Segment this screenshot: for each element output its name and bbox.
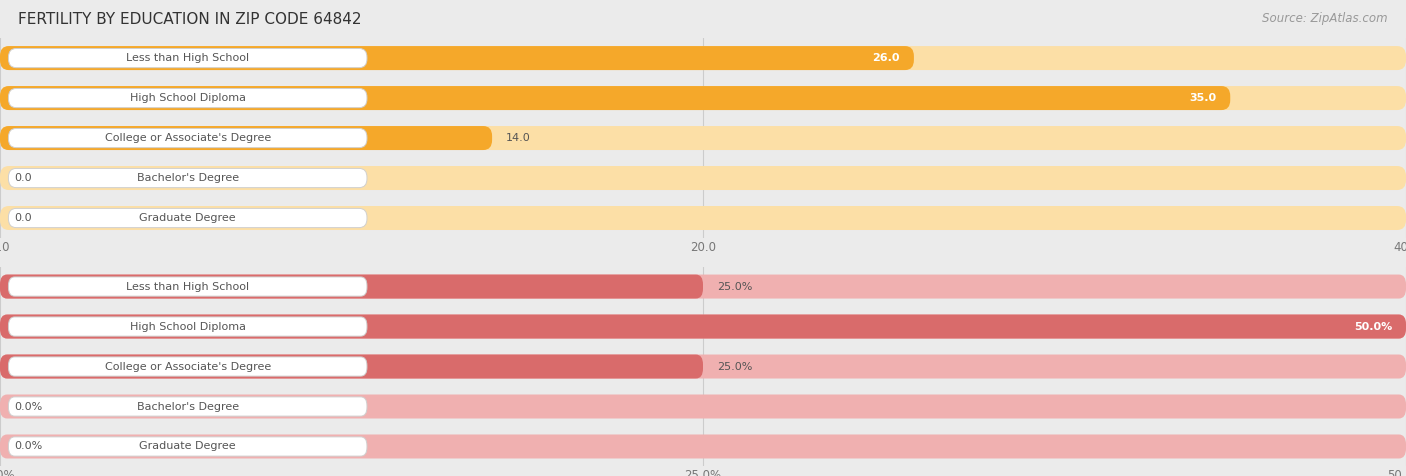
FancyBboxPatch shape	[0, 275, 703, 298]
Text: College or Associate's Degree: College or Associate's Degree	[104, 133, 271, 143]
FancyBboxPatch shape	[8, 129, 367, 148]
FancyBboxPatch shape	[0, 355, 1406, 378]
FancyBboxPatch shape	[8, 208, 367, 228]
FancyBboxPatch shape	[0, 86, 1406, 110]
Text: 50.0%: 50.0%	[1354, 321, 1392, 332]
Text: Source: ZipAtlas.com: Source: ZipAtlas.com	[1263, 12, 1388, 25]
FancyBboxPatch shape	[0, 46, 914, 70]
FancyBboxPatch shape	[0, 315, 1406, 338]
FancyBboxPatch shape	[0, 166, 1406, 190]
FancyBboxPatch shape	[8, 357, 367, 376]
FancyBboxPatch shape	[0, 46, 1406, 70]
Text: High School Diploma: High School Diploma	[129, 321, 246, 332]
Text: 25.0%: 25.0%	[717, 361, 752, 372]
FancyBboxPatch shape	[8, 317, 367, 336]
Text: Bachelor's Degree: Bachelor's Degree	[136, 401, 239, 412]
Text: 25.0%: 25.0%	[717, 281, 752, 292]
FancyBboxPatch shape	[8, 277, 367, 296]
Text: Less than High School: Less than High School	[127, 53, 249, 63]
FancyBboxPatch shape	[8, 397, 367, 416]
FancyBboxPatch shape	[8, 437, 367, 456]
Text: Graduate Degree: Graduate Degree	[139, 441, 236, 452]
Text: 0.0: 0.0	[14, 213, 32, 223]
FancyBboxPatch shape	[0, 275, 1406, 298]
Text: 0.0%: 0.0%	[14, 441, 42, 452]
FancyBboxPatch shape	[0, 315, 1406, 338]
Text: College or Associate's Degree: College or Associate's Degree	[104, 361, 271, 372]
Text: Graduate Degree: Graduate Degree	[139, 213, 236, 223]
Text: 26.0: 26.0	[872, 53, 900, 63]
Text: High School Diploma: High School Diploma	[129, 93, 246, 103]
Text: 35.0: 35.0	[1189, 93, 1216, 103]
Text: Less than High School: Less than High School	[127, 281, 249, 292]
FancyBboxPatch shape	[0, 435, 1406, 458]
FancyBboxPatch shape	[0, 86, 1230, 110]
Text: 0.0%: 0.0%	[14, 401, 42, 412]
FancyBboxPatch shape	[0, 126, 1406, 150]
FancyBboxPatch shape	[8, 49, 367, 68]
FancyBboxPatch shape	[0, 126, 492, 150]
FancyBboxPatch shape	[0, 355, 703, 378]
FancyBboxPatch shape	[8, 89, 367, 108]
Text: 0.0: 0.0	[14, 173, 32, 183]
FancyBboxPatch shape	[8, 169, 367, 188]
FancyBboxPatch shape	[0, 206, 1406, 230]
FancyBboxPatch shape	[0, 395, 1406, 418]
Text: Bachelor's Degree: Bachelor's Degree	[136, 173, 239, 183]
Text: FERTILITY BY EDUCATION IN ZIP CODE 64842: FERTILITY BY EDUCATION IN ZIP CODE 64842	[18, 12, 361, 27]
Text: 14.0: 14.0	[506, 133, 531, 143]
